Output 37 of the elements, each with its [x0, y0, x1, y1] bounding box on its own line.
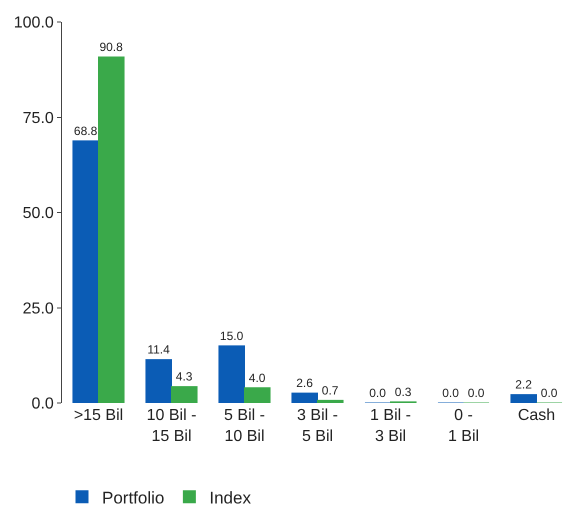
- x-tick-label: 3 Bil - 5 Bil: [297, 407, 338, 445]
- x-tick-label: Cash: [518, 407, 556, 424]
- data-label: 15.0: [220, 328, 244, 343]
- data-label: 11.4: [147, 342, 170, 357]
- bar: [171, 386, 198, 403]
- x-tick-label: >15 Bil: [74, 407, 124, 424]
- legend-label: Portfolio: [102, 488, 164, 508]
- bar: [72, 140, 99, 403]
- data-label: 0.0: [468, 386, 485, 400]
- data-label: 0.0: [442, 386, 460, 400]
- x-tick-label: 1 Bil - 3 Bil: [370, 407, 411, 445]
- data-label: 0.0: [369, 386, 386, 400]
- x-tick-label: 5 Bil - 10 Bil: [224, 407, 265, 445]
- data-label: 4.0: [248, 370, 266, 385]
- data-label: 90.8: [99, 40, 124, 54]
- y-tick-label: 100.0: [14, 14, 54, 32]
- y-tick-label: 25.0: [22, 300, 54, 318]
- bar: [317, 400, 344, 403]
- data-label: 2.2: [515, 378, 532, 392]
- bar: [244, 387, 271, 403]
- data-label: 2.6: [296, 376, 314, 390]
- y-tick-label: 75.0: [22, 110, 54, 127]
- data-label: 68.8: [74, 124, 98, 138]
- bar: [510, 394, 537, 403]
- data-label: 0.3: [394, 384, 412, 399]
- legend-label: Index: [209, 488, 252, 508]
- y-tick-label: 0.0: [32, 396, 54, 413]
- bar: [291, 392, 318, 403]
- x-tick-label: 0 - 1 Bil: [448, 407, 480, 445]
- data-label: 0.7: [322, 383, 339, 398]
- data-label: 4.3: [176, 370, 193, 384]
- bar: [98, 56, 125, 403]
- data-label: 0.0: [540, 386, 558, 400]
- y-tick-label: 50.0: [22, 205, 54, 222]
- bar: [145, 359, 172, 403]
- bar: [218, 345, 245, 403]
- x-tick-label: 10 Bil - 15 Bil: [146, 407, 196, 445]
